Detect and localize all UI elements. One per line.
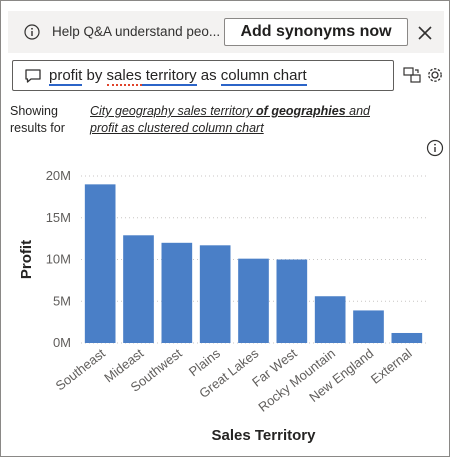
notice-text: Help Q&A understand peo... — [52, 24, 221, 39]
results-part: City geography sales territory — [90, 104, 257, 118]
query-token: sales — [106, 67, 142, 86]
question-text[interactable]: profit by sales territory as column char… — [49, 67, 307, 86]
qa-question-input[interactable]: profit by sales territory as column char… — [12, 60, 394, 91]
query-token: territory — [141, 67, 197, 86]
results-part: and — [345, 104, 370, 118]
bar — [84, 184, 116, 343]
query-token: column chart — [220, 67, 307, 86]
synonym-notice-bar: Help Q&A understand peo... Add synonyms … — [8, 11, 444, 53]
add-synonyms-button[interactable]: Add synonyms now — [224, 18, 408, 46]
close-notice-button[interactable] — [412, 20, 438, 46]
bar — [391, 332, 423, 343]
query-token: profit — [49, 67, 83, 86]
x-tick-label: External — [368, 345, 415, 386]
y-tick-label: 15M — [46, 210, 71, 225]
query-token: as — [196, 67, 221, 84]
showing-results-label: Showing results for — [10, 104, 65, 135]
chat-bubble-icon — [25, 69, 41, 83]
settings-button[interactable] — [425, 65, 445, 85]
info-icon — [24, 24, 40, 40]
bar — [123, 235, 154, 343]
chart-info-icon[interactable] — [426, 139, 444, 157]
results-part-bold: of geographies — [256, 104, 346, 118]
y-tick-label: 10M — [46, 252, 71, 267]
close-icon — [418, 26, 432, 40]
x-axis-title: Sales Territory — [212, 427, 317, 444]
bar — [161, 242, 193, 343]
interpreted-query-link[interactable]: City geography sales territory of geogra… — [90, 103, 390, 137]
bar — [199, 245, 231, 343]
bar — [276, 259, 308, 343]
share-question-button[interactable] — [402, 65, 422, 85]
x-tick-label: Southeast — [53, 345, 109, 393]
bar — [238, 258, 269, 343]
y-tick-label: 0M — [53, 335, 71, 350]
y-tick-label: 5M — [53, 293, 71, 308]
bar — [353, 310, 384, 343]
y-axis-title: Profit — [18, 240, 35, 279]
results-part: profit as clustered column chart — [90, 121, 264, 135]
bar — [314, 296, 346, 343]
y-tick-label: 20M — [46, 168, 71, 183]
gear-icon — [428, 68, 442, 82]
share-icon — [403, 67, 421, 83]
query-token: by — [82, 67, 107, 84]
